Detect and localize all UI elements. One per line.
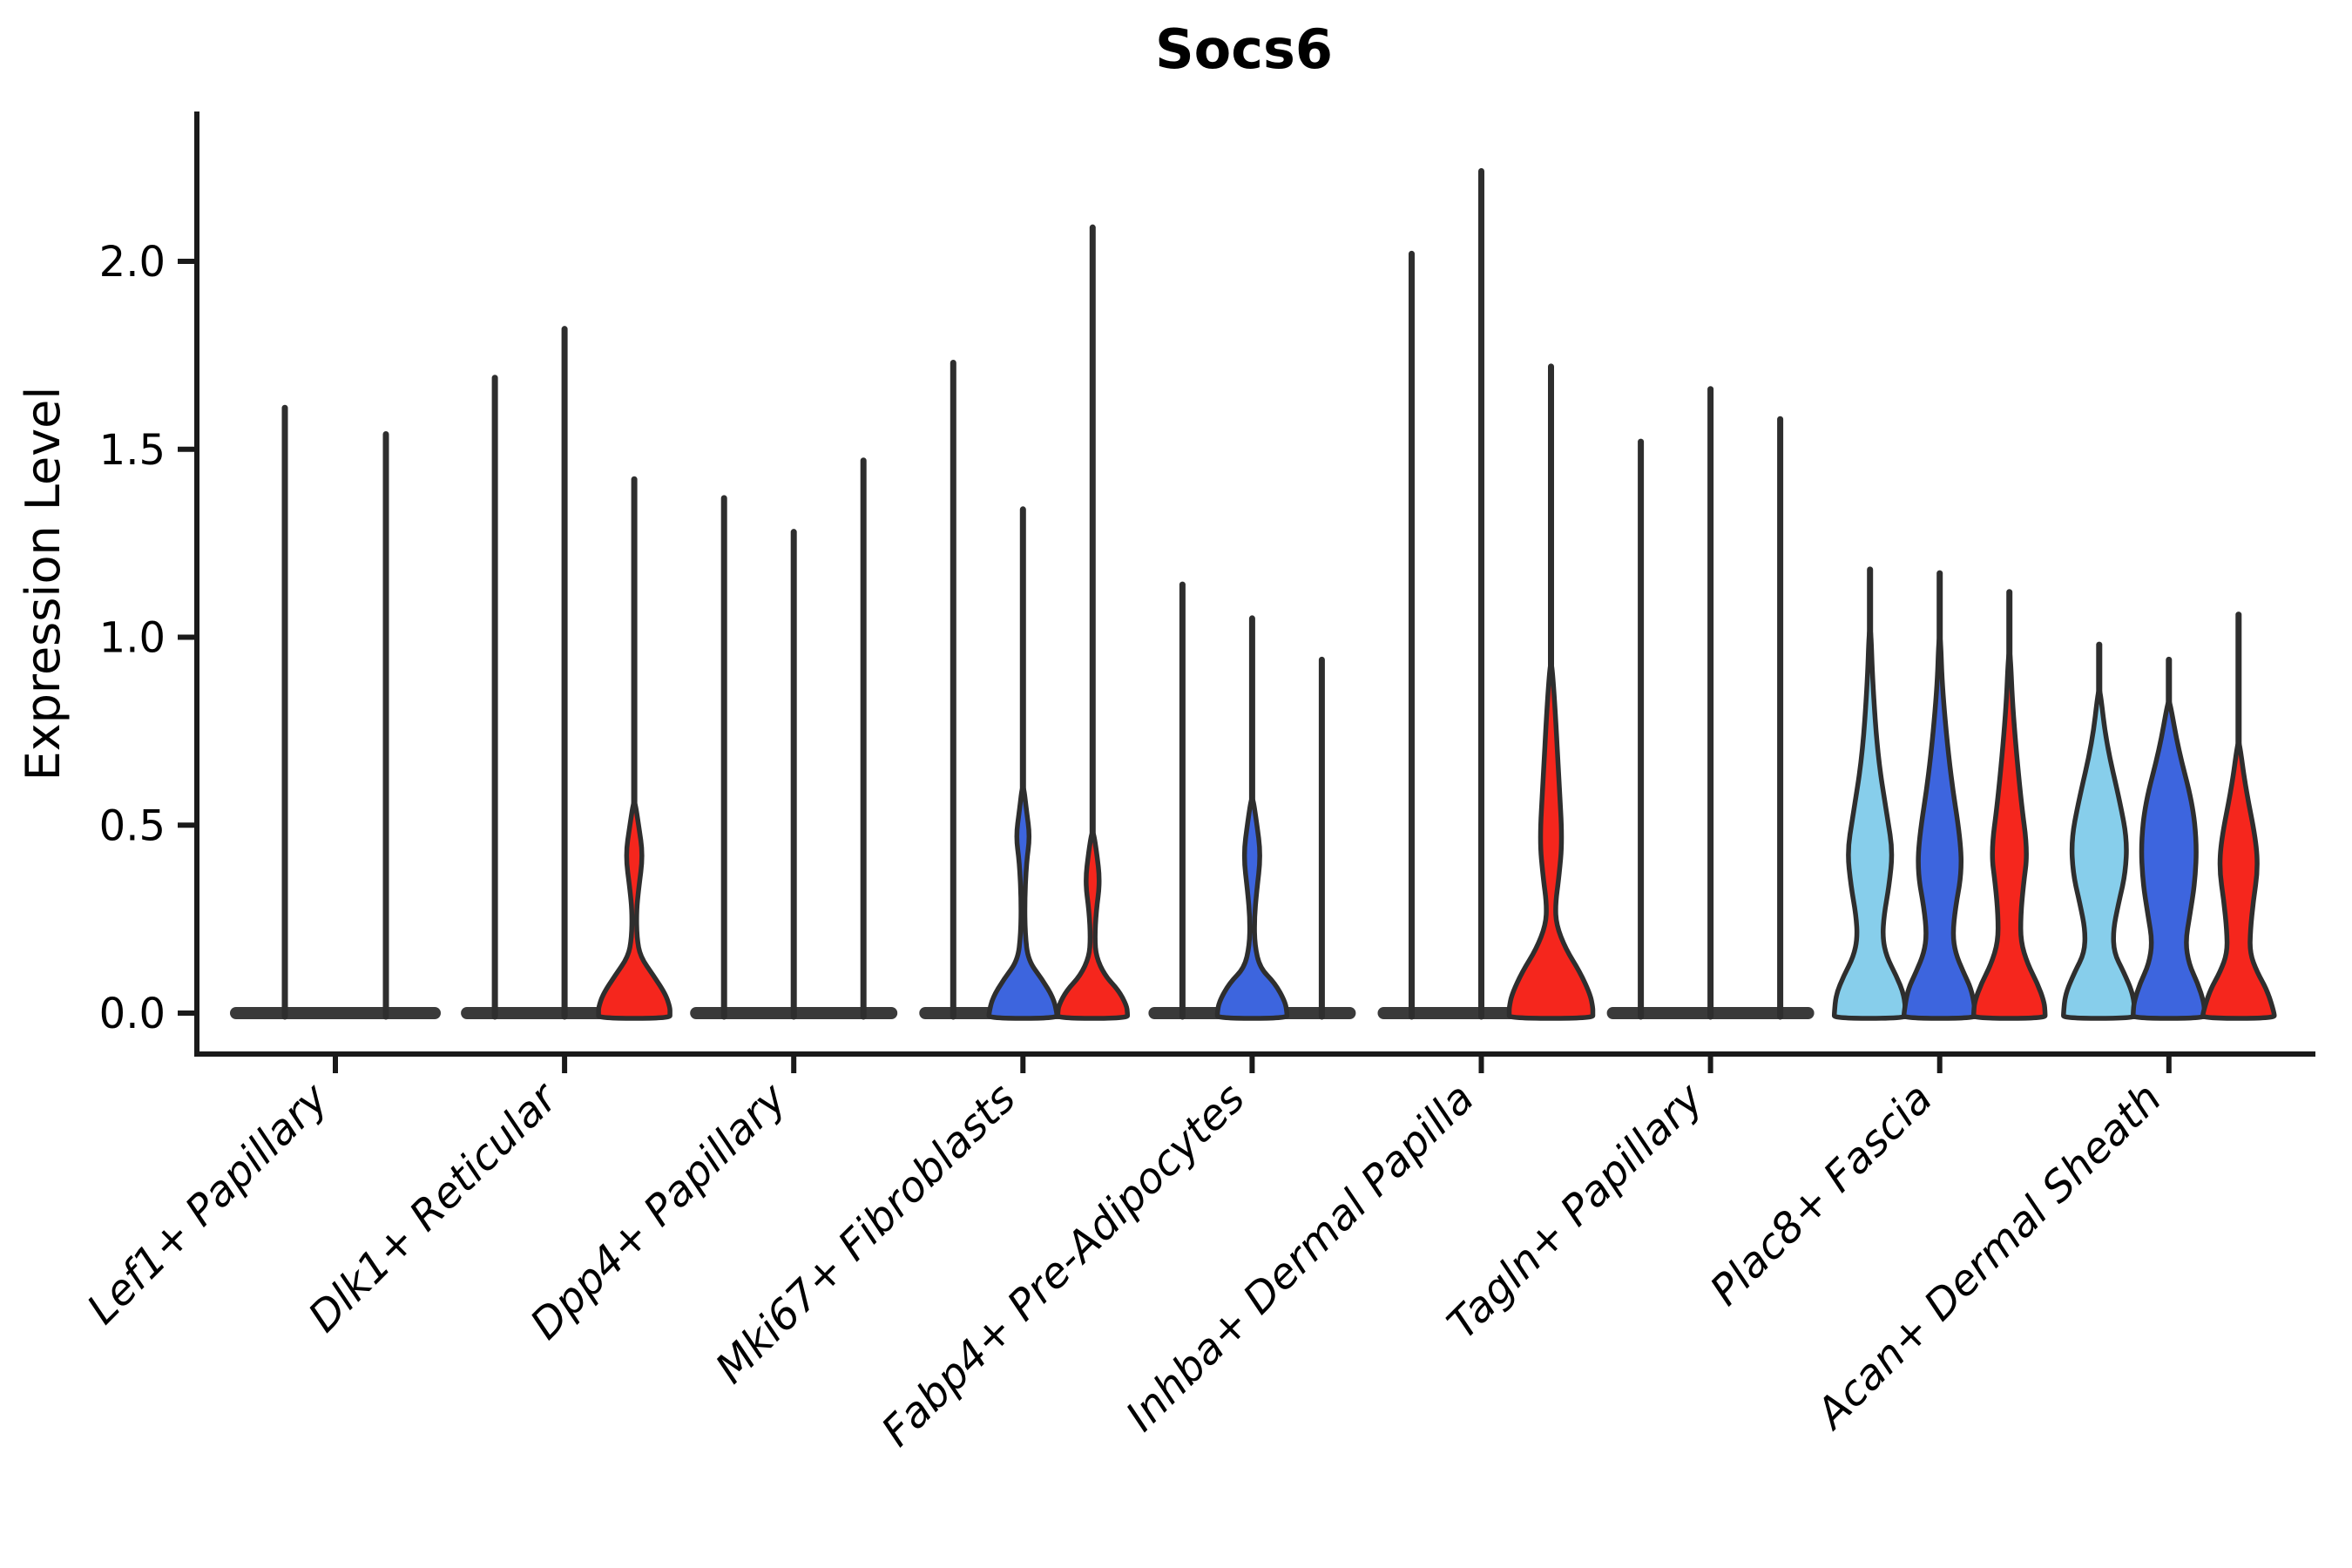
chart-title: Socs6	[1155, 17, 1333, 81]
y-tick-label-0: 0.0	[99, 990, 166, 1038]
violin-body-8-0	[2061, 687, 2138, 1021]
violin-body-1-2	[596, 800, 672, 1021]
y-tick-label-1: 0.5	[99, 801, 166, 850]
y-tick-label-3: 1.5	[99, 426, 166, 475]
x-tick-label-1: Dlk1+ Reticular	[299, 1072, 569, 1342]
y-axis-label: Expression Level	[16, 387, 71, 781]
violin-body-7-1	[1901, 634, 1978, 1021]
violin-body-7-2	[1970, 650, 2048, 1021]
y-tick-label-4: 2.0	[99, 238, 166, 287]
violin-body-8-1	[2131, 699, 2207, 1021]
y-tick-label-2: 1.0	[99, 614, 166, 663]
x-tick-label-0: Lef1+ Papillary	[78, 1073, 338, 1334]
x-tick-label-6: Tagln+ Papillary	[1438, 1073, 1713, 1348]
violin-body-8-2	[2200, 740, 2277, 1021]
violin-body-3-2	[1055, 830, 1131, 1021]
x-tick-label-4: Fabp4+ Pre-Adipocytes	[872, 1074, 1254, 1456]
violin-body-3-1	[986, 785, 1060, 1021]
x-tick-label-2: Dpp4+ Papillary	[521, 1073, 796, 1348]
x-tick-label-7: Plac8+ Fascia	[1701, 1074, 1943, 1315]
violin-body-7-0	[1831, 627, 1909, 1021]
violin-body-5-2	[1506, 660, 1596, 1021]
violin-body-4-1	[1214, 796, 1290, 1021]
